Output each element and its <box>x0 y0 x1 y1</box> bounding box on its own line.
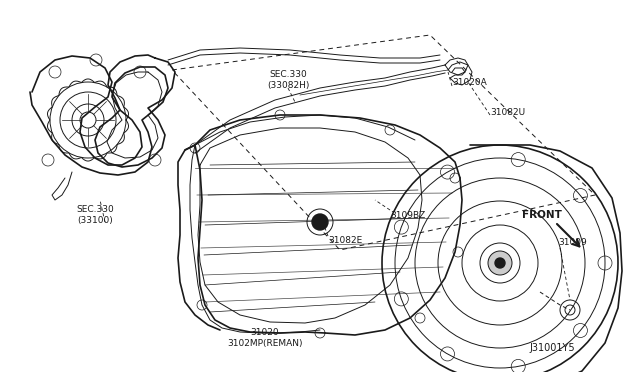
Circle shape <box>495 258 505 268</box>
Text: SEC.330
(33082H): SEC.330 (33082H) <box>267 70 309 90</box>
Text: 31020
3102MP(REMAN): 31020 3102MP(REMAN) <box>227 328 303 348</box>
Text: SEC.330
(33100): SEC.330 (33100) <box>76 205 114 225</box>
Text: 31082U: 31082U <box>490 108 525 116</box>
Text: 31020A: 31020A <box>452 77 487 87</box>
Circle shape <box>312 214 328 230</box>
Text: J31001Y5: J31001Y5 <box>529 343 575 353</box>
Text: 3109BZ: 3109BZ <box>390 211 425 219</box>
Text: FRONT: FRONT <box>522 210 562 220</box>
Text: 31009: 31009 <box>558 237 587 247</box>
Text: 31082E: 31082E <box>328 235 362 244</box>
Circle shape <box>488 251 512 275</box>
